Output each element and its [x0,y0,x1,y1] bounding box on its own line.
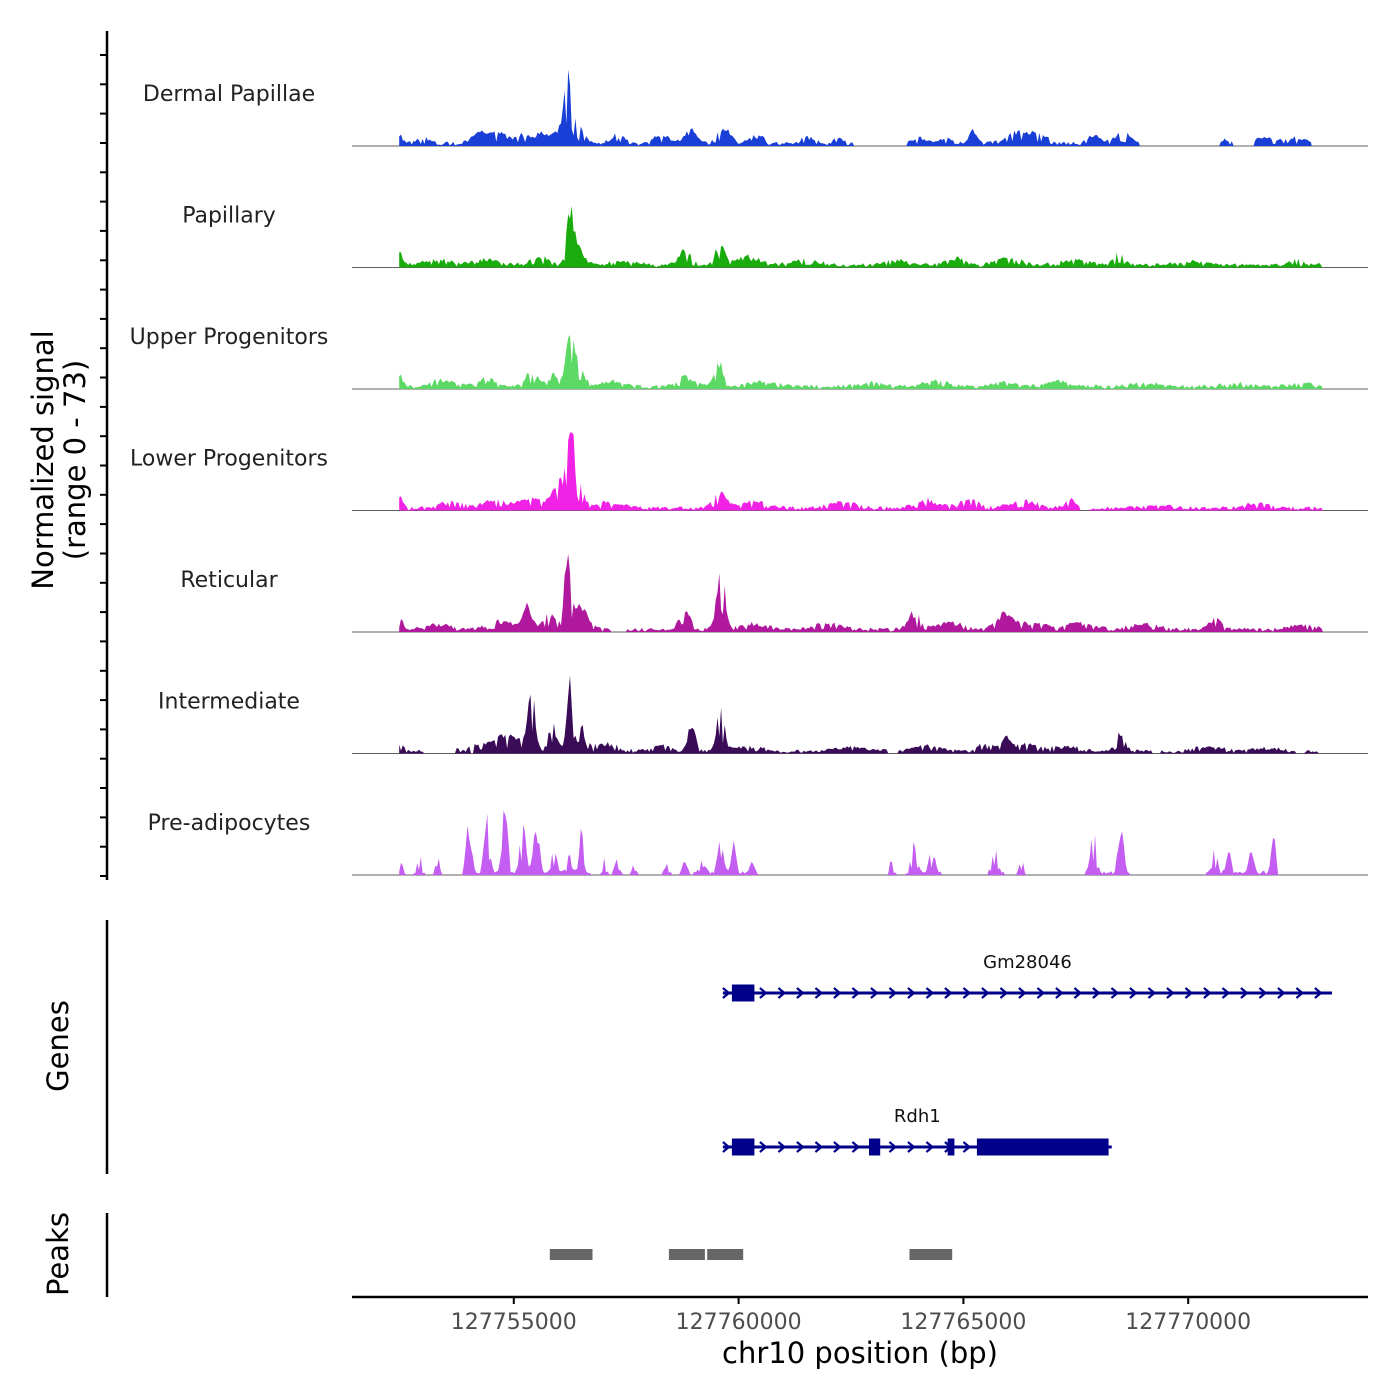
signal-area [399,432,1323,511]
strand-arrow [1073,987,1083,999]
signal-area [399,810,1279,875]
coverage-tracks: Dermal Papillae Papillary Upper Progenitor… [130,69,1368,876]
x-tick-label: 127760000 [676,1310,802,1335]
x-tick-label: 127765000 [900,1310,1026,1335]
gene-name-label: Gm28046 [983,952,1072,973]
exon-block [731,1138,755,1156]
strand-arrow [814,987,824,999]
strand-arrow [1110,987,1120,999]
strand-arrow [1166,987,1175,999]
signal-area [399,205,1323,268]
track-label: Lower Progenitors [130,447,328,472]
strand-arrow [1295,987,1305,999]
strand-arrow [777,987,787,999]
position-x-axis: 127755000 127760000 127765000 127770000 [352,1295,1368,1335]
strand-arrow [759,1141,768,1153]
y-axis-title-line1: Normalized signal [26,330,60,589]
track-label: Reticular [180,568,278,593]
peaks-track-label: Peaks [41,1212,75,1296]
x-axis-title: chr10 position (bp) [722,1336,998,1370]
track-pre-adipocytes: Pre-adipocytes [148,810,1368,876]
strand-arrow [1203,987,1212,999]
genes-track-label: Genes [41,1000,75,1092]
strand-arrow [1092,987,1101,999]
exon-block [731,984,755,1002]
track-label: Papillary [182,204,276,229]
strand-arrow [1240,987,1249,999]
strand-arrow [796,1141,805,1153]
track-label: Upper Progenitors [130,325,329,350]
strand-arrow [888,987,898,999]
strand-arrow [722,987,731,999]
x-tick-label: 127770000 [1125,1310,1251,1335]
strand-arrow [796,987,805,999]
track-label: Pre-adipocytes [148,811,311,836]
strand-arrow [981,987,990,999]
track-lower-progenitors: Lower Progenitors [130,432,1368,511]
exon-block [976,1138,1109,1156]
strand-arrow [870,987,879,999]
track-label: Dermal Papillae [143,82,315,107]
strand-arrow [1314,987,1323,999]
track-intermediate: Intermediate [158,675,1368,754]
strand-arrow [1258,987,1268,999]
strand-arrow [1055,987,1064,999]
peak-block [707,1249,744,1260]
peak-block [549,1249,593,1260]
strand-arrow [1221,987,1231,999]
strand-arrow [851,987,861,999]
gene-gm28046: Gm28046 [722,952,1333,1002]
strand-arrow [833,1141,842,1153]
strand-arrow [777,1141,787,1153]
track-papillary: Papillary [182,204,1368,268]
signal-y-axis [100,31,109,880]
strand-arrow [759,987,768,999]
track-dermal-papillae: Dermal Papillae [143,69,1368,147]
track-label: Intermediate [158,690,300,715]
strand-arrow [1018,987,1027,999]
strand-arrow [722,1141,731,1153]
y-axis-title-line2: (range 0 - 73) [58,360,92,560]
strand-arrow [1277,987,1286,999]
signal-area [399,69,1312,146]
peak-block [668,1249,705,1260]
strand-arrow [907,987,916,999]
strand-arrow [925,1141,935,1153]
signal-area [399,554,1323,632]
x-tick-label: 127755000 [451,1310,577,1335]
exon-block [947,1138,955,1156]
strand-arrow [962,1141,972,1153]
strand-arrow [1184,987,1194,999]
strand-arrow [925,987,935,999]
signal-area [399,675,1319,754]
strand-arrow [888,1141,898,1153]
track-upper-progenitors: Upper Progenitors [130,325,1368,390]
peak-track [105,1213,953,1297]
strand-arrow [1147,987,1157,999]
strand-arrow [814,1141,824,1153]
peak-block [909,1249,953,1260]
strand-arrow [944,987,953,999]
track-reticular: Reticular [180,554,1368,633]
strand-arrow [1129,987,1138,999]
strand-arrow [833,987,842,999]
strand-arrow [851,1141,861,1153]
gene-name-label: Rdh1 [894,1106,941,1127]
strand-arrow [1036,987,1046,999]
exon-block [869,1138,881,1156]
strand-arrow [962,987,972,999]
strand-arrow [907,1141,916,1153]
gene-track: Gm28046 Rdh1 [105,920,1333,1174]
gene-rdh1: Rdh1 [722,1106,1112,1156]
signal-area [399,335,1323,389]
strand-arrow [999,987,1009,999]
